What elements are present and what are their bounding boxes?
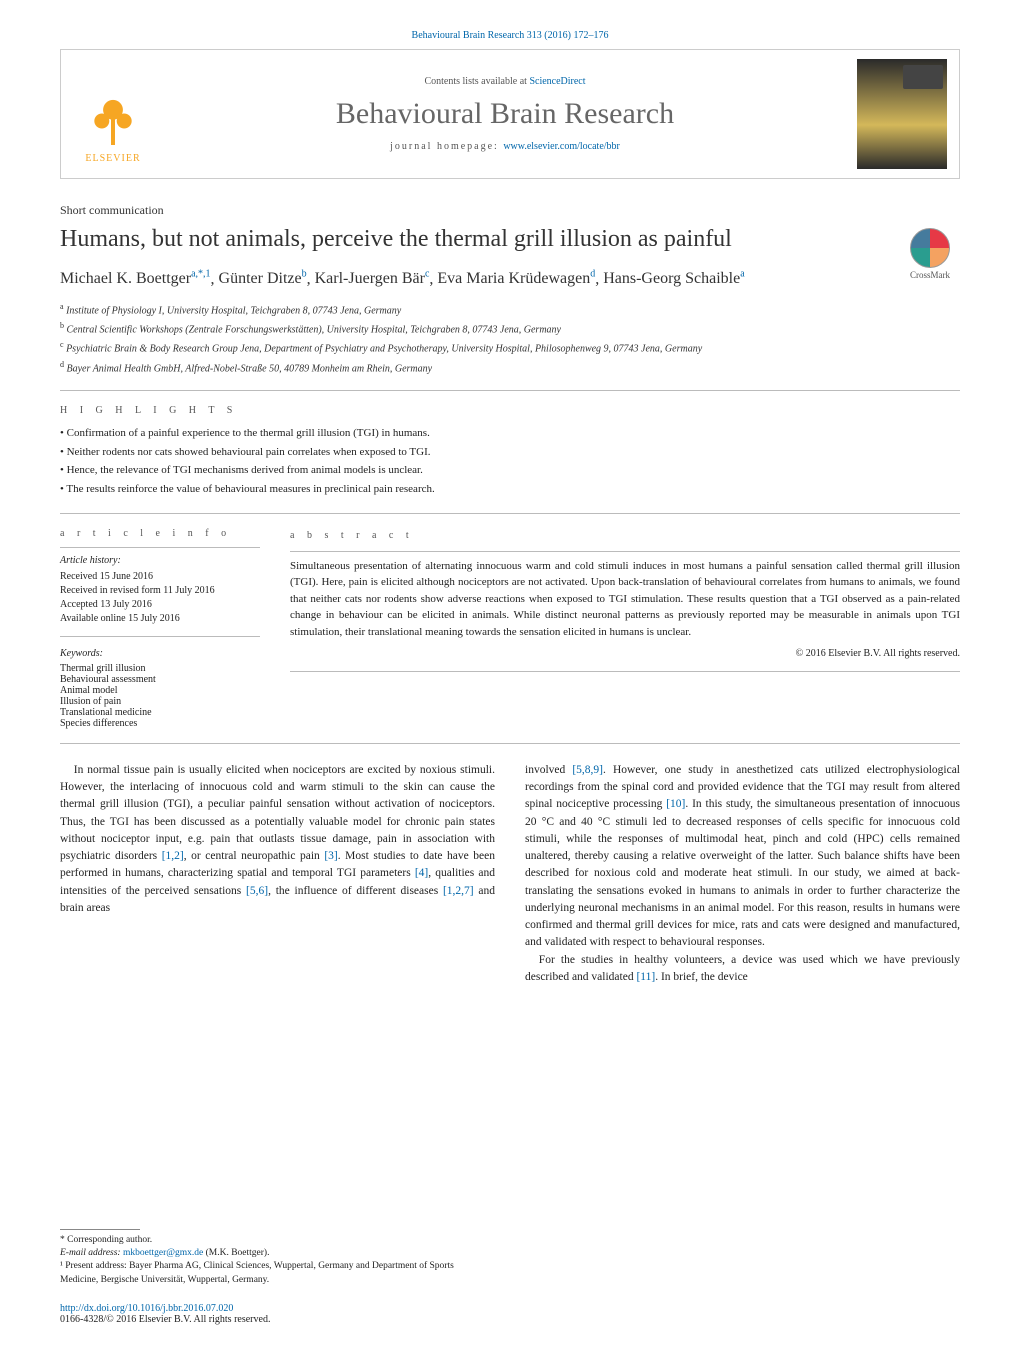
keyword: Illusion of pain [60,696,260,707]
citation-ref[interactable]: [3] [324,850,337,862]
article-title: Humans, but not animals, perceive the th… [60,224,860,254]
article-type: Short communication [60,203,960,218]
body-column-left: In normal tissue pain is usually elicite… [60,762,495,986]
body-text-run: In normal tissue pain is usually elicite… [60,764,495,862]
citation-ref[interactable]: [1,2,7] [443,885,474,897]
highlight-item: Confirmation of a painful experience to … [60,424,960,443]
doi-link[interactable]: http://dx.doi.org/10.1016/j.bbr.2016.07.… [60,1303,233,1314]
affiliations: a Institute of Physiology I, University … [60,301,960,376]
highlight-item: Neither rodents nor cats showed behaviou… [60,443,960,462]
abstract-column: a b s t r a c t Simultaneous presentatio… [290,528,960,729]
affiliation: a Institute of Physiology I, University … [60,301,960,318]
body-text-run: involved [525,764,572,776]
body-text-run: , or central neuropathic pain [184,850,325,862]
article-info-heading: a r t i c l e i n f o [60,528,260,539]
history-item: Received 15 June 2016 [60,570,260,584]
contents-prefix: Contents lists available at [424,76,529,87]
publisher-logo: ELSEVIER [73,64,153,164]
email-line: E-mail address: mkboettger@gmx.de (M.K. … [60,1247,480,1260]
keyword: Translational medicine [60,707,260,718]
affiliation: b Central Scientific Workshops (Zentrale… [60,320,960,337]
keyword: Species differences [60,718,260,729]
abstract-text: Simultaneous presentation of alternating… [290,558,960,641]
history-item: Available online 15 July 2016 [60,612,260,626]
keywords-heading: Keywords: [60,647,260,661]
keyword: Behavioural assessment [60,674,260,685]
citation-ref[interactable]: [1,2] [162,850,184,862]
divider [60,513,960,514]
crossmark-label: CrossMark [910,270,950,280]
divider [60,743,960,744]
body-text-run: . In this study, the simultaneous presen… [525,798,960,948]
crossmark-icon [910,228,950,268]
email-attribution: (M.K. Boettger). [203,1248,269,1258]
citation-line: Behavioural Brain Research 313 (2016) 17… [60,30,960,41]
citation-ref[interactable]: [10] [666,798,685,810]
divider [60,390,960,391]
body-text-run: . In brief, the device [655,971,748,983]
author: Michael K. Boettgera,*,1 [60,270,211,287]
keyword: Thermal grill illusion [60,663,260,674]
author: Günter Ditzeb [219,270,307,287]
journal-header: ELSEVIER Contents lists available at Sci… [60,49,960,179]
citation-ref[interactable]: [4] [415,867,428,879]
citation-ref[interactable]: [11] [636,971,655,983]
history-heading: Article history: [60,554,260,568]
highlights-section: H I G H L I G H T S Confirmation of a pa… [60,405,960,499]
page-footer: http://dx.doi.org/10.1016/j.bbr.2016.07.… [60,1303,270,1325]
history-item: Accepted 13 July 2016 [60,598,260,612]
journal-homepage-line: journal homepage: www.elsevier.com/locat… [153,141,857,152]
highlight-item: The results reinforce the value of behav… [60,480,960,499]
issn-copyright: 0166-4328/© 2016 Elsevier B.V. All right… [60,1314,270,1325]
publisher-name: ELSEVIER [85,153,140,164]
affiliation: d Bayer Animal Health GmbH, Alfred-Nobel… [60,359,960,376]
author-email-link[interactable]: mkboettger@gmx.de [123,1248,203,1258]
journal-cover-thumbnail [857,59,947,169]
highlights-heading: H I G H L I G H T S [60,405,960,416]
present-address-note: ¹ Present address: Bayer Pharma AG, Clin… [60,1260,480,1287]
history-item: Received in revised form 11 July 2016 [60,584,260,598]
homepage-label: journal homepage: [390,141,503,152]
author: Hans-Georg Schaiblea [603,270,744,287]
body-text-run: , the influence of different diseases [268,885,443,897]
author: Eva Maria Krüdewagend [437,270,595,287]
journal-homepage-link[interactable]: www.elsevier.com/locate/bbr [503,141,620,152]
author-list: Michael K. Boettgera,*,1, Günter Ditzeb,… [60,268,960,291]
abstract-copyright: © 2016 Elsevier B.V. All rights reserved… [290,646,960,661]
journal-title: Behavioural Brain Research [153,97,857,131]
sciencedirect-link[interactable]: ScienceDirect [529,76,585,87]
citation-ref[interactable]: [5,8,9] [572,764,603,776]
crossmark-widget[interactable]: CrossMark [900,228,960,280]
author: Karl-Juergen Bärc [315,270,430,287]
email-label: E-mail address: [60,1248,123,1258]
article-info-column: a r t i c l e i n f o Article history: R… [60,528,260,729]
contents-available-line: Contents lists available at ScienceDirec… [153,76,857,87]
highlight-item: Hence, the relevance of TGI mechanisms d… [60,461,960,480]
keyword: Animal model [60,685,260,696]
citation-ref[interactable]: [5,6] [246,885,268,897]
elsevier-tree-icon [85,93,141,149]
body-column-right: involved [5,8,9]. However, one study in … [525,762,960,986]
abstract-heading: a b s t r a c t [290,528,960,543]
affiliation: c Psychiatric Brain & Body Research Grou… [60,339,960,356]
corresponding-author-note: * Corresponding author. [60,1234,480,1247]
body-text: In normal tissue pain is usually elicite… [60,762,960,986]
footnotes: * Corresponding author. E-mail address: … [60,1229,480,1287]
